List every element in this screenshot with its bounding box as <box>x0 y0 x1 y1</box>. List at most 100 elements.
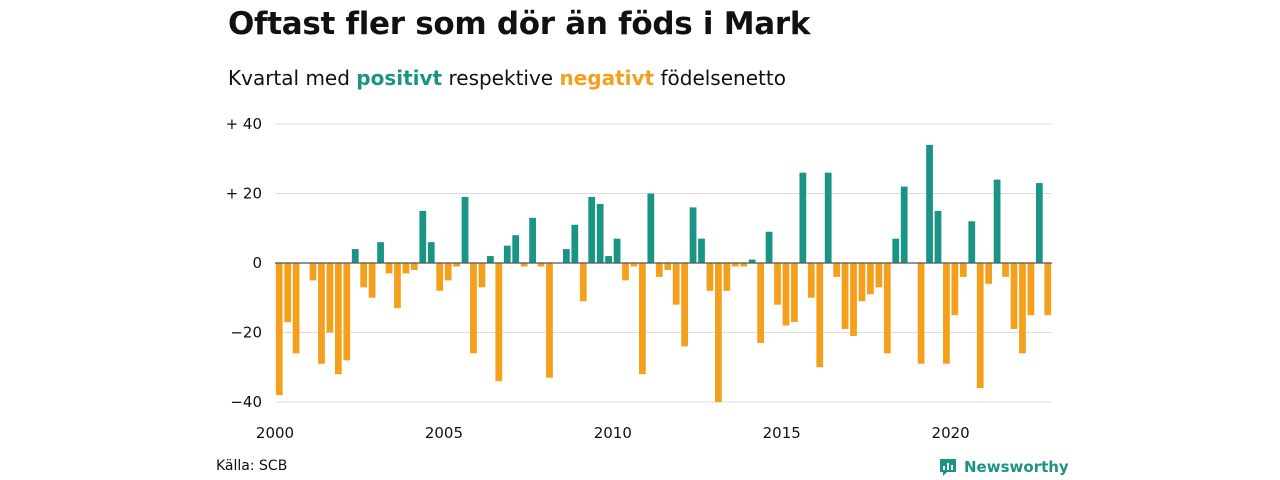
bar-negative <box>917 263 925 364</box>
bar-negative <box>402 263 410 274</box>
source-note: Källa: SCB <box>216 458 288 474</box>
bar-negative <box>774 263 781 305</box>
subtitle-negative: negativt <box>559 66 655 90</box>
bar-positive <box>351 249 359 263</box>
bar-negative <box>639 263 646 375</box>
bar-negative <box>833 263 841 277</box>
bar-positive <box>993 179 1001 263</box>
bar-positive <box>605 256 612 263</box>
bar-negative <box>1044 263 1052 316</box>
subtitle-middle: respektive <box>442 66 560 90</box>
bar-negative <box>410 263 418 270</box>
bar-negative <box>520 263 528 267</box>
bar-negative <box>664 263 672 270</box>
y-tick-label: + 40 <box>226 115 262 133</box>
bar-negative <box>326 263 334 333</box>
bar-negative <box>715 263 722 402</box>
bar-negative <box>706 263 714 291</box>
brand-name: Newsworthy <box>964 458 1069 476</box>
bar-negative <box>478 263 486 288</box>
bar-negative <box>444 263 452 281</box>
bar-negative <box>731 263 739 267</box>
bar-negative <box>807 263 815 298</box>
bar-negative <box>630 263 638 267</box>
bar-negative <box>275 263 283 396</box>
bar-negative <box>309 263 317 281</box>
bar-negative <box>546 263 553 378</box>
bar-positive <box>588 196 596 263</box>
bar-negative <box>841 263 849 330</box>
bar-negative <box>782 263 790 326</box>
bar-negative <box>394 263 401 309</box>
bar-negative <box>1010 263 1018 330</box>
bar-negative <box>579 263 587 302</box>
bar-positive <box>377 242 384 263</box>
y-tick-label: 0 <box>252 254 262 272</box>
bar-negative <box>292 263 300 354</box>
x-tick-label: 2010 <box>594 424 632 442</box>
subtitle-suffix: födelsenetto <box>654 66 786 90</box>
bar-positive <box>503 245 511 264</box>
bar-negative <box>858 263 866 302</box>
subtitle-positive: positivt <box>356 66 443 90</box>
bar-positive <box>934 210 942 264</box>
bar-positive <box>765 231 773 263</box>
bars <box>275 144 1052 402</box>
bar-negative <box>334 263 342 375</box>
bar-positive <box>427 242 435 263</box>
bar-negative <box>284 263 292 323</box>
bar-negative <box>959 263 967 277</box>
bar-negative <box>537 263 545 267</box>
bar-negative <box>672 263 680 305</box>
bar-negative <box>985 263 993 284</box>
bar-negative <box>875 263 883 288</box>
brand: Newsworthy <box>938 456 1069 478</box>
bar-positive <box>824 172 832 263</box>
chart-subtitle: Kvartal med positivt respektive negativt… <box>228 66 786 90</box>
bar-positive <box>512 235 520 263</box>
chart-title: Oftast fler som dör än föds i Mark <box>228 6 811 42</box>
bar-positive <box>926 144 933 263</box>
y-tick-label: −20 <box>230 324 262 342</box>
bar-positive <box>968 221 976 263</box>
y-axis-ticks: + 40 + 20 0 −20 −40 <box>226 115 262 411</box>
x-tick-label: 2015 <box>763 424 801 442</box>
bar-positive <box>748 259 756 263</box>
x-tick-label: 2000 <box>256 424 294 442</box>
bar-negative <box>740 263 748 267</box>
bar-negative <box>976 263 984 389</box>
bar-negative <box>318 263 325 364</box>
bar-negative <box>436 263 444 291</box>
bar-negative <box>1002 263 1009 277</box>
bar-positive <box>613 238 621 263</box>
bar-negative <box>343 263 351 361</box>
bar-positive <box>419 210 427 264</box>
bar-negative <box>723 263 731 291</box>
bar-negative <box>1019 263 1026 354</box>
y-tick-label: −40 <box>230 393 262 411</box>
bar-negative <box>867 263 874 295</box>
bar-positive <box>698 238 705 263</box>
bar-positive <box>596 203 604 263</box>
bar-positive <box>486 256 494 263</box>
x-tick-label: 2005 <box>425 424 463 442</box>
bar-positive <box>900 186 908 263</box>
bar-negative <box>453 263 460 267</box>
bar-positive <box>647 193 655 263</box>
bar-positive <box>892 238 900 263</box>
bar-negative <box>951 263 959 316</box>
bar-positive <box>689 207 697 263</box>
x-axis-ticks: 2000 2005 2010 2015 2020 <box>256 424 970 442</box>
newsworthy-logo-icon <box>940 459 956 476</box>
bar-positive <box>571 224 579 263</box>
x-tick-label: 2020 <box>932 424 970 442</box>
bar-negative <box>943 263 950 364</box>
bar-negative <box>850 263 857 336</box>
bar-negative <box>385 263 393 274</box>
bar-positive <box>799 172 807 263</box>
bar-negative <box>622 263 629 281</box>
bar-positive <box>563 249 570 263</box>
bar-negative <box>495 263 503 382</box>
bar-negative <box>681 263 688 347</box>
